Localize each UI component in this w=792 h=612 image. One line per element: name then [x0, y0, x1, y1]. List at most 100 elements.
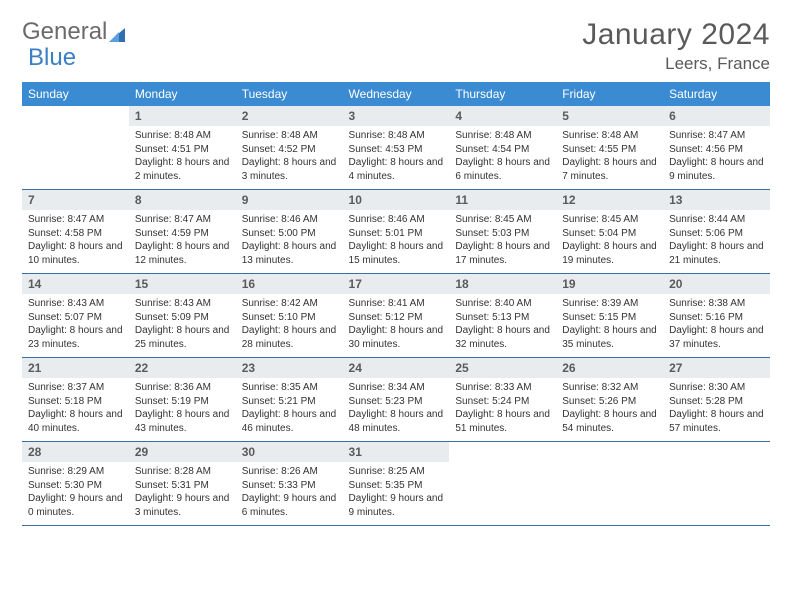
sunset-line: Sunset: 5:04 PM: [562, 227, 657, 241]
day-number: 15: [129, 274, 236, 294]
daylight-line: Daylight: 8 hours and 46 minutes.: [242, 408, 337, 435]
header: General January 2024 Leers, France: [22, 18, 770, 74]
sunrise-line: Sunrise: 8:25 AM: [349, 465, 444, 479]
calendar-row: 21Sunrise: 8:37 AMSunset: 5:18 PMDayligh…: [22, 358, 770, 442]
sunrise-line: Sunrise: 8:34 AM: [349, 381, 444, 395]
day-details: Sunrise: 8:43 AMSunset: 5:07 PMDaylight:…: [22, 294, 129, 357]
day-number: 28: [22, 442, 129, 462]
daylight-line: Daylight: 8 hours and 13 minutes.: [242, 240, 337, 267]
sunrise-line: Sunrise: 8:48 AM: [135, 129, 230, 143]
dow-header: Tuesday: [236, 82, 343, 106]
day-number: 14: [22, 274, 129, 294]
daylight-line: Daylight: 9 hours and 0 minutes.: [28, 492, 123, 519]
daylight-line: Daylight: 8 hours and 35 minutes.: [562, 324, 657, 351]
day-number: 6: [663, 106, 770, 126]
month-title: January 2024: [582, 18, 770, 52]
day-number: 4: [449, 106, 556, 126]
logo-text-blue: Blue: [28, 44, 76, 72]
day-cell: 1Sunrise: 8:48 AMSunset: 4:51 PMDaylight…: [129, 106, 236, 190]
sunset-line: Sunset: 5:23 PM: [349, 395, 444, 409]
day-cell: 12Sunrise: 8:45 AMSunset: 5:04 PMDayligh…: [556, 190, 663, 274]
day-cell: 7Sunrise: 8:47 AMSunset: 4:58 PMDaylight…: [22, 190, 129, 274]
day-details: Sunrise: 8:47 AMSunset: 4:59 PMDaylight:…: [129, 210, 236, 273]
dow-header: Friday: [556, 82, 663, 106]
daylight-line: Daylight: 9 hours and 3 minutes.: [135, 492, 230, 519]
day-cell: 30Sunrise: 8:26 AMSunset: 5:33 PMDayligh…: [236, 442, 343, 526]
day-cell: 29Sunrise: 8:28 AMSunset: 5:31 PMDayligh…: [129, 442, 236, 526]
day-details: Sunrise: 8:37 AMSunset: 5:18 PMDaylight:…: [22, 378, 129, 441]
day-details: Sunrise: 8:48 AMSunset: 4:54 PMDaylight:…: [449, 126, 556, 189]
day-details: Sunrise: 8:33 AMSunset: 5:24 PMDaylight:…: [449, 378, 556, 441]
sunset-line: Sunset: 4:51 PM: [135, 143, 230, 157]
sunrise-line: Sunrise: 8:47 AM: [669, 129, 764, 143]
day-number: 11: [449, 190, 556, 210]
sunrise-line: Sunrise: 8:48 AM: [455, 129, 550, 143]
daylight-line: Daylight: 8 hours and 51 minutes.: [455, 408, 550, 435]
sunrise-line: Sunrise: 8:35 AM: [242, 381, 337, 395]
day-cell: 14Sunrise: 8:43 AMSunset: 5:07 PMDayligh…: [22, 274, 129, 358]
day-number: 20: [663, 274, 770, 294]
day-details: Sunrise: 8:38 AMSunset: 5:16 PMDaylight:…: [663, 294, 770, 357]
day-cell: 13Sunrise: 8:44 AMSunset: 5:06 PMDayligh…: [663, 190, 770, 274]
day-number: 10: [343, 190, 450, 210]
sunset-line: Sunset: 5:26 PM: [562, 395, 657, 409]
day-number: 7: [22, 190, 129, 210]
daylight-line: Daylight: 8 hours and 21 minutes.: [669, 240, 764, 267]
sunset-line: Sunset: 5:13 PM: [455, 311, 550, 325]
sunset-line: Sunset: 4:55 PM: [562, 143, 657, 157]
calendar-table: SundayMondayTuesdayWednesdayThursdayFrid…: [22, 82, 770, 526]
day-number: 12: [556, 190, 663, 210]
sunrise-line: Sunrise: 8:28 AM: [135, 465, 230, 479]
dow-row: SundayMondayTuesdayWednesdayThursdayFrid…: [22, 82, 770, 106]
daylight-line: Daylight: 8 hours and 12 minutes.: [135, 240, 230, 267]
dow-header: Saturday: [663, 82, 770, 106]
day-number: 17: [343, 274, 450, 294]
day-details: Sunrise: 8:47 AMSunset: 4:56 PMDaylight:…: [663, 126, 770, 189]
sunrise-line: Sunrise: 8:45 AM: [455, 213, 550, 227]
sunrise-line: Sunrise: 8:26 AM: [242, 465, 337, 479]
day-cell: 9Sunrise: 8:46 AMSunset: 5:00 PMDaylight…: [236, 190, 343, 274]
sunrise-line: Sunrise: 8:41 AM: [349, 297, 444, 311]
day-number: 21: [22, 358, 129, 378]
sunset-line: Sunset: 4:53 PM: [349, 143, 444, 157]
day-details: Sunrise: 8:48 AMSunset: 4:51 PMDaylight:…: [129, 126, 236, 189]
day-details: Sunrise: 8:48 AMSunset: 4:53 PMDaylight:…: [343, 126, 450, 189]
sunrise-line: Sunrise: 8:47 AM: [28, 213, 123, 227]
daylight-line: Daylight: 8 hours and 10 minutes.: [28, 240, 123, 267]
day-cell: 18Sunrise: 8:40 AMSunset: 5:13 PMDayligh…: [449, 274, 556, 358]
sunrise-line: Sunrise: 8:37 AM: [28, 381, 123, 395]
sunrise-line: Sunrise: 8:48 AM: [349, 129, 444, 143]
day-cell: 5Sunrise: 8:48 AMSunset: 4:55 PMDaylight…: [556, 106, 663, 190]
day-details: Sunrise: 8:48 AMSunset: 4:52 PMDaylight:…: [236, 126, 343, 189]
daylight-line: Daylight: 8 hours and 9 minutes.: [669, 156, 764, 183]
day-number: 3: [343, 106, 450, 126]
sunset-line: Sunset: 5:10 PM: [242, 311, 337, 325]
logo: General: [22, 18, 129, 46]
day-cell: 27Sunrise: 8:30 AMSunset: 5:28 PMDayligh…: [663, 358, 770, 442]
daylight-line: Daylight: 8 hours and 25 minutes.: [135, 324, 230, 351]
day-details: Sunrise: 8:28 AMSunset: 5:31 PMDaylight:…: [129, 462, 236, 525]
sunset-line: Sunset: 4:59 PM: [135, 227, 230, 241]
day-details: Sunrise: 8:41 AMSunset: 5:12 PMDaylight:…: [343, 294, 450, 357]
daylight-line: Daylight: 8 hours and 7 minutes.: [562, 156, 657, 183]
day-details: Sunrise: 8:40 AMSunset: 5:13 PMDaylight:…: [449, 294, 556, 357]
calendar-row: 1Sunrise: 8:48 AMSunset: 4:51 PMDaylight…: [22, 106, 770, 190]
day-cell: 8Sunrise: 8:47 AMSunset: 4:59 PMDaylight…: [129, 190, 236, 274]
day-number: 27: [663, 358, 770, 378]
sunrise-line: Sunrise: 8:46 AM: [349, 213, 444, 227]
sunrise-line: Sunrise: 8:29 AM: [28, 465, 123, 479]
sunrise-line: Sunrise: 8:38 AM: [669, 297, 764, 311]
daylight-line: Daylight: 9 hours and 9 minutes.: [349, 492, 444, 519]
sunrise-line: Sunrise: 8:46 AM: [242, 213, 337, 227]
day-details: Sunrise: 8:36 AMSunset: 5:19 PMDaylight:…: [129, 378, 236, 441]
location: Leers, France: [582, 54, 770, 74]
empty-cell: [22, 106, 129, 190]
sunset-line: Sunset: 5:33 PM: [242, 479, 337, 493]
day-details: Sunrise: 8:26 AMSunset: 5:33 PMDaylight:…: [236, 462, 343, 525]
day-details: Sunrise: 8:32 AMSunset: 5:26 PMDaylight:…: [556, 378, 663, 441]
sunrise-line: Sunrise: 8:48 AM: [562, 129, 657, 143]
day-number: 23: [236, 358, 343, 378]
day-number: 25: [449, 358, 556, 378]
sunrise-line: Sunrise: 8:30 AM: [669, 381, 764, 395]
dow-header: Wednesday: [343, 82, 450, 106]
